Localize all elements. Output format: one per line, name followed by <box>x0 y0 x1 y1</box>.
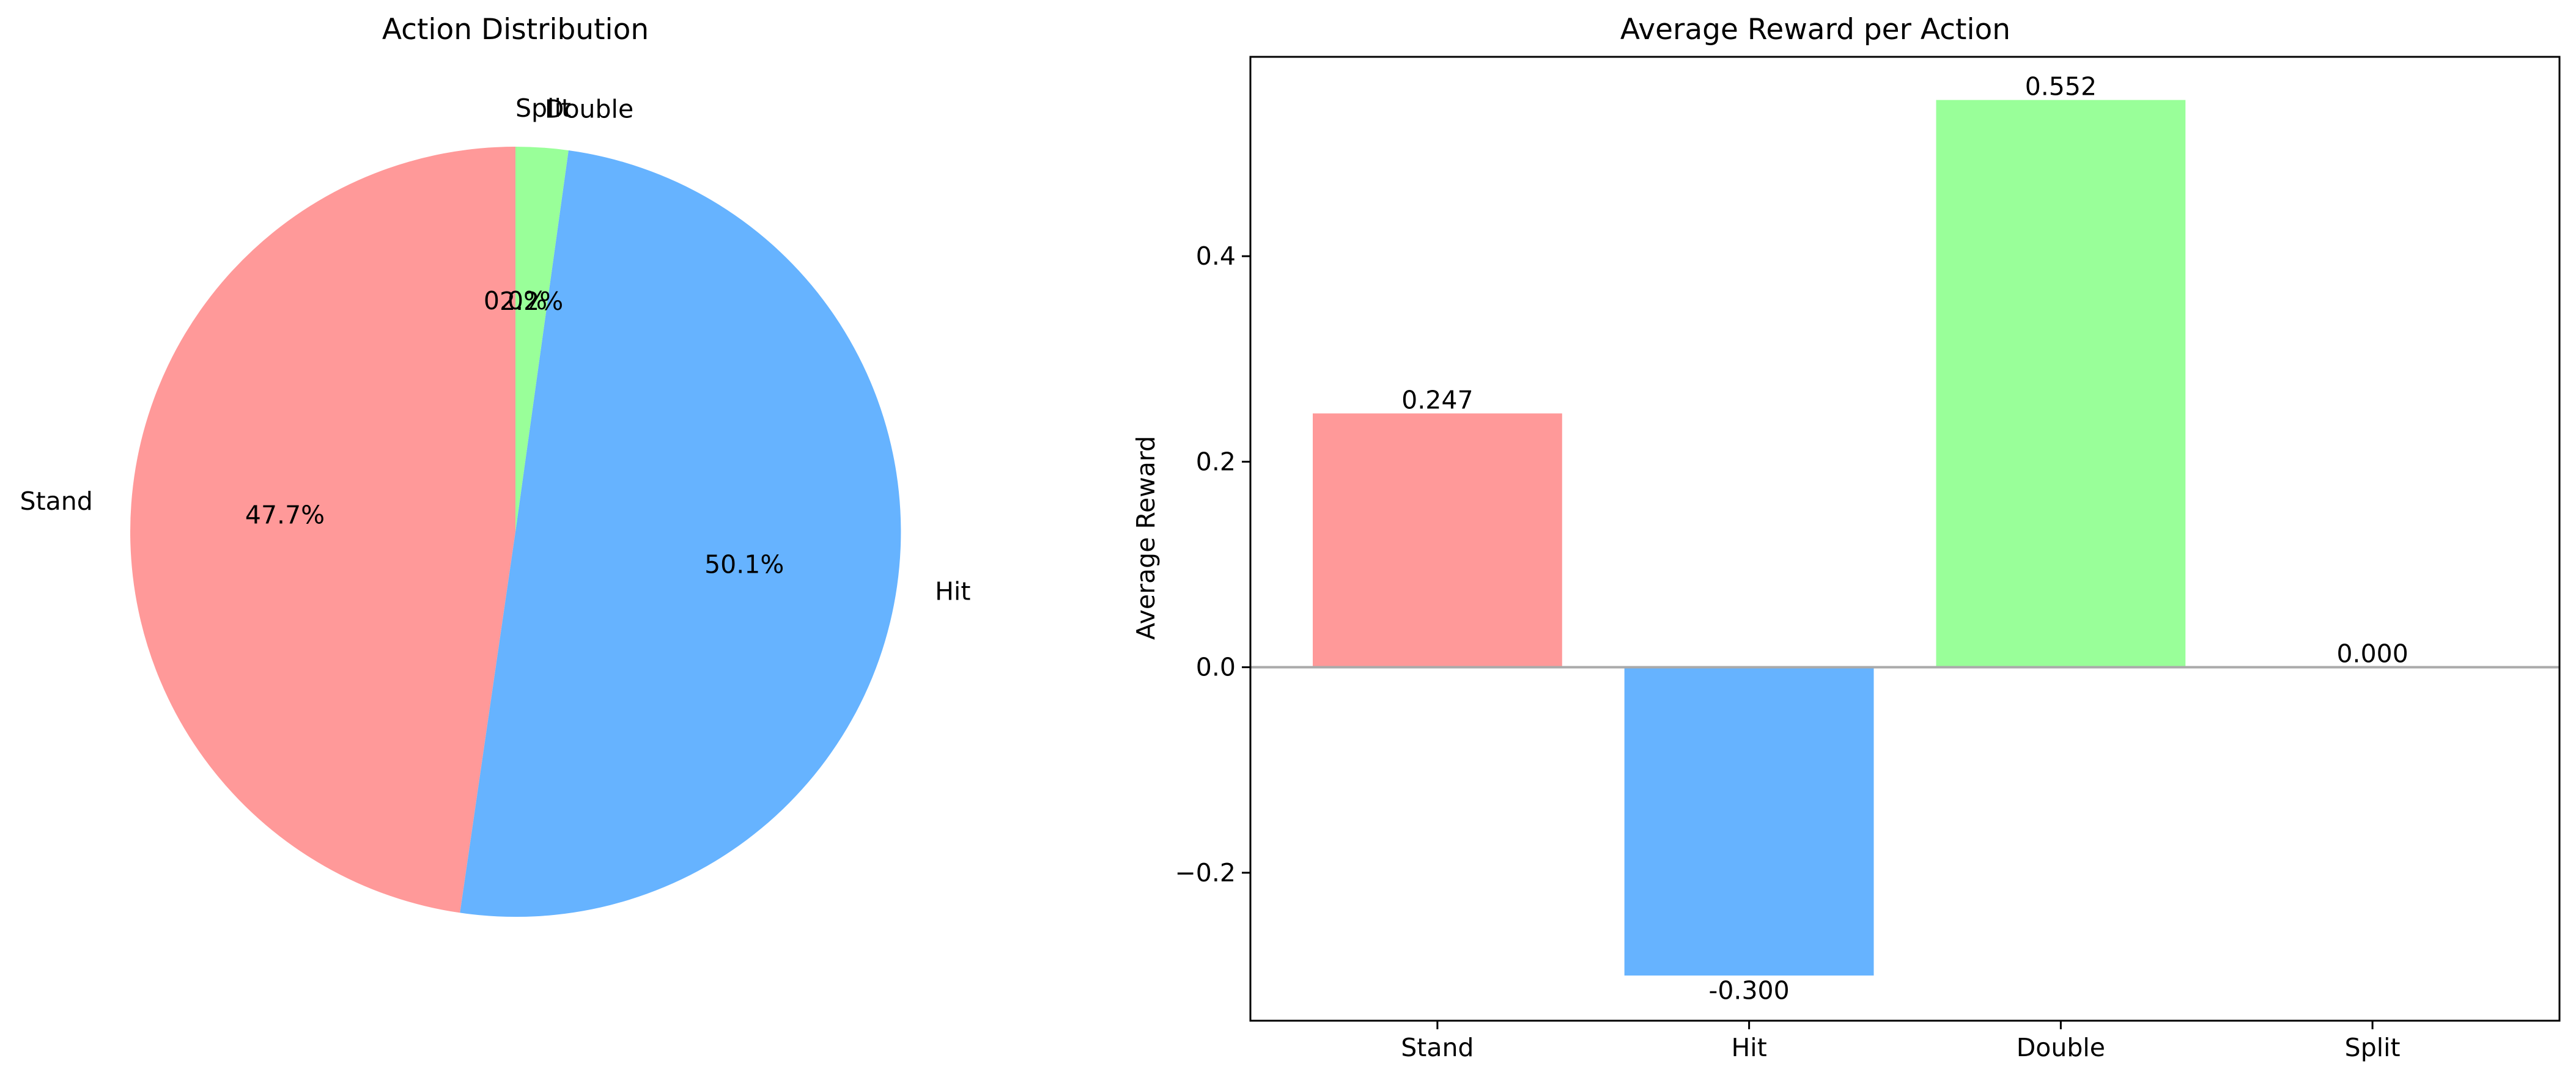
pie-slice-hit <box>460 150 901 917</box>
pie-pct-split: 0.0% <box>484 286 547 315</box>
value-label-hit: -0.300 <box>1709 975 1790 1005</box>
x-tick-label-split: Split <box>2345 1033 2401 1062</box>
pie-slice-stand <box>130 147 515 913</box>
pie-label-double: Double <box>545 95 633 124</box>
bar-marks <box>1313 100 2186 976</box>
bar-value-labels: 0.247 -0.300 0.552 0.000 <box>1401 72 2408 1005</box>
y-tick-label: 0.4 <box>1196 241 1236 271</box>
pie-label-split: Split <box>515 94 571 123</box>
x-tick-label-stand: Stand <box>1401 1033 1474 1062</box>
bar-title: Average Reward per Action <box>1620 13 2010 46</box>
pie-label-hit: Hit <box>935 577 970 606</box>
x-tick-label-hit: Hit <box>1731 1033 1766 1062</box>
bar-chart: Average Reward per Action Average Reward… <box>1131 13 2561 1062</box>
pie-label-stand: Stand <box>20 487 93 516</box>
value-label-double: 0.552 <box>2025 72 2097 101</box>
pie-chart: Action Distribution Stand 47.7% Hit 50.1% Do… <box>20 13 971 917</box>
pie-slices <box>130 147 901 917</box>
bar-hit <box>1624 667 1874 976</box>
pie-labels: Stand 47.7% Hit 50.1% Double 2.2% Split 0.0% <box>20 94 971 606</box>
y-axis-ticks: −0.2 0.0 0.2 0.4 <box>1175 241 1250 887</box>
x-tick-label-double: Double <box>2017 1033 2105 1062</box>
pie-pct-stand: 47.7% <box>245 501 325 530</box>
pie-slice-double <box>515 147 569 532</box>
pie-pct-hit: 50.1% <box>704 549 784 579</box>
y-tick-label: 0.0 <box>1196 653 1236 682</box>
x-axis-ticks: Stand Hit Double Split <box>1401 1021 2401 1062</box>
bar-double <box>1936 100 2186 667</box>
y-axis-label: Average Reward <box>1131 436 1161 640</box>
pie-title: Action Distribution <box>382 13 649 46</box>
plot-frame <box>1249 56 2561 1022</box>
y-tick-label: −0.2 <box>1175 858 1236 887</box>
bar-stand <box>1313 413 1562 667</box>
pie-pct-double: 2.2% <box>500 287 563 316</box>
value-label-split: 0.000 <box>2336 639 2408 669</box>
value-label-stand: 0.247 <box>1401 385 1473 414</box>
y-tick-label: 0.2 <box>1196 447 1236 476</box>
